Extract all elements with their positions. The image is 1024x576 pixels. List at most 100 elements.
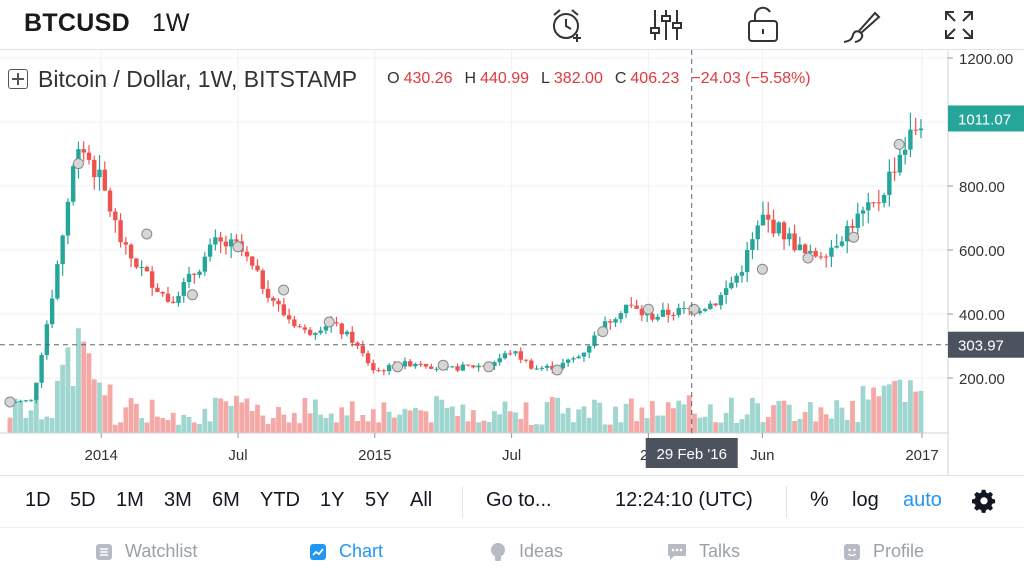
chart-legend: Bitcoin / Dollar, 1W, BITSTAMP O 430.26 … [8,64,823,94]
candle-body [144,267,150,272]
candle-body [739,272,745,276]
event-marker [186,289,198,301]
volume-bar [802,412,808,433]
alarm-add-icon[interactable] [546,4,588,46]
candle-body [871,202,876,204]
utc-clock[interactable]: 12:24:10 (UTC) [615,489,753,511]
nav-watchlist[interactable]: Watchlist [95,541,197,562]
volume-bar [239,402,245,433]
volume-bar [328,413,334,433]
range-1d-button[interactable]: 1D [25,489,51,511]
candle-body [702,308,708,311]
volume-bar [49,418,55,433]
symbol-button[interactable]: BTCUSD [24,9,130,37]
volume-bar [97,382,102,433]
volume-bar [149,399,155,433]
candle-body [34,382,39,400]
candle-body [750,239,755,250]
candle-body [881,194,887,203]
volume-bar [797,418,803,433]
volume-bar [297,423,303,433]
volume-bar [681,404,687,433]
last-price-label: 1011.07 [958,111,1011,128]
range-ytd-button[interactable]: YTD [260,489,300,511]
volume-bar [270,418,276,433]
volume-bar [655,415,661,433]
candle-body [766,214,771,220]
candle-body [70,166,76,202]
time-tick-label: Jul [228,447,247,464]
volume-bar [586,417,592,433]
candle-body [197,271,202,275]
candle-body [650,313,655,320]
price-tick-label: 1200.00 [959,51,1013,68]
fullscreen-icon[interactable] [938,4,980,46]
volume-bar [91,379,97,433]
auto-scale-toggle[interactable]: auto [903,489,942,511]
volume-bar [249,410,255,433]
candle-body [186,273,192,283]
volume-bar [160,418,166,433]
goto-button[interactable]: Go to... [486,489,552,511]
candle-body [587,345,592,353]
nav-talks[interactable]: Talks [667,541,740,562]
volume-bar [265,423,271,433]
legend-collapse-icon[interactable] [8,69,28,89]
candle-body [429,366,434,369]
event-marker [483,361,495,373]
volume-bar [639,407,645,433]
nav-watchlist-label: Watchlist [125,541,198,561]
volume-bar [355,421,360,433]
nav-profile[interactable]: Profile [843,541,924,562]
volume-bar [44,416,50,433]
candle-body [49,298,55,325]
candle-body [845,225,850,242]
candle-body [297,326,302,328]
event-marker [802,252,814,264]
nav-chart[interactable]: Chart [309,541,383,562]
range-5y-button[interactable]: 5Y [365,489,390,511]
candle-body [234,239,239,242]
volume-bar [697,417,703,433]
range-6m-button[interactable]: 6M [212,489,240,511]
range-5d-button[interactable]: 5D [70,489,96,511]
nav-ideas[interactable]: Ideas [489,541,563,562]
candle-body [92,159,97,178]
range-all-button[interactable]: All [410,489,433,511]
candle-body [818,256,824,258]
drawing-tools-icon[interactable] [840,4,882,46]
candle-body [407,361,413,367]
range-1m-button[interactable]: 1M [116,489,144,511]
volume-bar [165,420,171,433]
interval-button[interactable]: 1W [152,9,190,37]
event-marker [597,326,609,338]
unlock-icon[interactable] [742,4,784,46]
range-3m-button[interactable]: 3M [164,489,192,511]
range-1y-button[interactable]: 1Y [320,489,345,511]
volume-bar [212,397,218,433]
volume-bar [760,422,766,433]
percent-scale-toggle[interactable]: % [810,488,829,511]
candle-body [155,287,160,292]
candle-body [465,364,471,366]
volume-bar [334,422,339,433]
chart-pane[interactable]: 1200.00 800.00 600.00 400.00 200.00 2014 Jul 20… [0,50,1024,475]
log-scale-toggle[interactable]: log [852,489,879,511]
candle-body [908,129,913,150]
candle-body [60,235,65,265]
candle-body [376,370,381,372]
price-chart[interactable]: 1200.00 800.00 600.00 400.00 200.00 2014 Jul 20… [0,50,1024,475]
volume-bar [223,401,229,433]
candle-body [18,400,23,402]
candle-body [139,267,144,269]
volume-bar [465,421,471,433]
candle-body [228,239,234,247]
event-marker [392,361,404,373]
candle-body [897,154,903,173]
profile-icon [844,543,860,560]
bottom-toolbar: 1D 5D 1M 3M 6M YTD 1Y 5Y All Go to... 12… [0,475,1024,527]
candle-body [244,251,250,257]
gear-icon[interactable] [972,489,996,513]
candle-body [365,353,371,364]
indicators-icon[interactable] [645,4,687,46]
